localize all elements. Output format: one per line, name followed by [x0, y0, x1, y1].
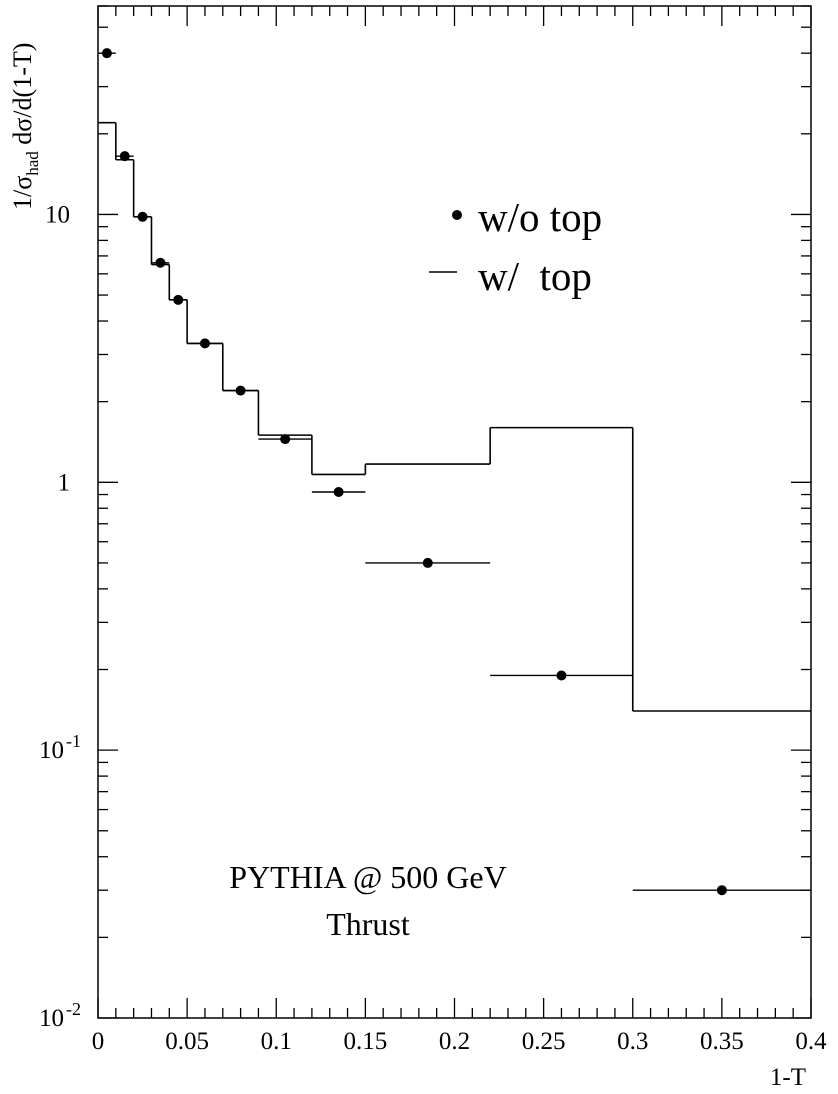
y-tick-label-exponent: -1 [66, 731, 81, 751]
y-tick-label: 10 -2 [39, 999, 81, 1032]
annotation-generator: PYTHIA @ 500 GeV [229, 859, 506, 895]
x-tick-label: 0.25 [522, 1028, 566, 1055]
y-tick-label: 10 [45, 201, 70, 228]
data-point [101, 48, 112, 59]
y-tick-label: 1 [58, 469, 71, 496]
data-point [173, 294, 184, 305]
data-point [716, 885, 727, 896]
data-point [155, 257, 166, 268]
y-axis-label-suffix: dσ/d(1-T) [8, 43, 37, 152]
data-point [235, 385, 246, 396]
y-tick-label-base: 10 [39, 1005, 64, 1032]
y-axis-label: 1/σhad dσ/d(1-T) [8, 43, 42, 210]
y-tick-label-base: 10 [45, 201, 70, 228]
x-axis-label: 1-T [770, 1064, 806, 1091]
legend-label-without-top: w/o top [478, 194, 602, 240]
x-tick-label: 0.05 [165, 1028, 209, 1055]
x-tick-label: 0.4 [795, 1028, 827, 1055]
x-tick-label: 0.35 [700, 1028, 744, 1055]
annotation-observable: Thrust [326, 906, 410, 942]
data-point [422, 557, 433, 568]
data-point [119, 151, 130, 162]
data-point [280, 434, 291, 445]
data-point [137, 211, 148, 222]
legend: w/o top w/ top [429, 194, 602, 299]
legend-dot-marker [452, 210, 462, 220]
x-tick-label: 0.3 [617, 1028, 648, 1055]
y-axis-label-sub: had [23, 151, 42, 176]
points-series [98, 48, 811, 896]
data-point [199, 338, 210, 349]
x-tick-label: 0 [92, 1028, 105, 1055]
y-axis-label-prefix: 1/σ [8, 176, 37, 210]
minor-ticks [98, 5, 811, 1018]
x-tick-labels: 0 0.05 0.1 0.15 0.2 0.25 0.3 0.35 0.4 [92, 1028, 827, 1055]
y-tick-label: 10 -1 [39, 731, 81, 764]
legend-label-with-top: w/ top [478, 253, 592, 299]
data-point [333, 486, 344, 497]
y-tick-label-exponent: -2 [66, 999, 81, 1019]
plot-frame [97, 5, 812, 1019]
x-tick-label: 0.15 [344, 1028, 388, 1055]
x-tick-label: 0.2 [439, 1028, 470, 1055]
data-point [556, 670, 567, 681]
x-tick-label: 0.1 [261, 1028, 292, 1055]
y-tick-label-base: 1 [58, 469, 71, 496]
y-tick-label-base: 10 [39, 737, 64, 764]
